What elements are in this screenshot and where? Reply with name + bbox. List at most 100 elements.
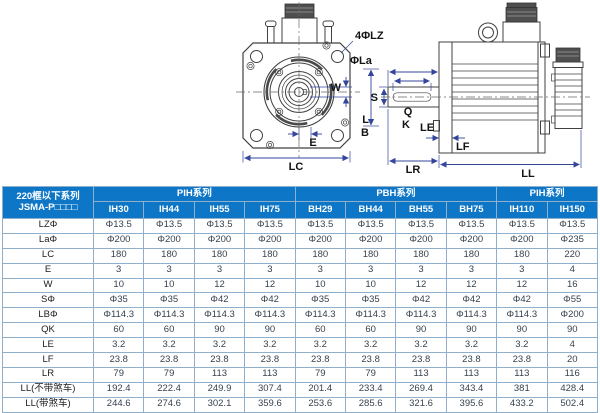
spec-cell: 3.2 — [193, 337, 246, 354]
spec-cell: 23.8 — [496, 352, 548, 368]
spec-cell: 433.2 — [496, 396, 548, 413]
spec-cell: Φ114.3 — [294, 307, 346, 324]
dim-label-w: W — [331, 82, 342, 94]
cover-screws — [246, 41, 349, 149]
encoder-fins — [555, 73, 582, 117]
table-row: LaΦ Φ200 Φ200 Φ200 Φ200 Φ200 Φ200 Φ200 Φ200 Φ200 Φ… — [2, 232, 599, 249]
spec-cell: Φ55 — [546, 292, 599, 309]
table-row: W 10 10 12 12 10 10 12 12 12 16 — [2, 277, 599, 294]
side-view: S K Q LE LF LR LL — [371, 2, 590, 180]
spec-cell: 10 — [143, 277, 195, 294]
spec-cell: 23.8 — [344, 352, 397, 368]
pilot-screws — [275, 68, 323, 116]
spec-cell: 23.8 — [92, 352, 145, 368]
spec-cell: 302.1 — [193, 396, 246, 413]
spec-cell: Φ13.5 — [143, 218, 195, 234]
series-group-header: PIH系列 — [93, 186, 296, 202]
model-header: IH44 — [143, 200, 195, 220]
bolt-hole — [250, 50, 263, 63]
spec-cell: Φ114.3 — [92, 307, 145, 324]
front-pin-right — [322, 20, 334, 44]
spec-cell: 192.4 — [92, 381, 145, 398]
row-label: SΦ — [2, 292, 94, 309]
dim-label-lc: LC — [289, 161, 304, 173]
spec-cell: Φ200 — [496, 232, 548, 249]
table-row: QK 60 60 90 90 60 60 90 90 90 90 — [2, 322, 599, 339]
spec-cell: 3.2 — [92, 337, 145, 354]
dim-label-s: S — [371, 92, 378, 104]
spec-cell: 274.6 — [143, 396, 195, 413]
spec-cell: 60 — [143, 322, 195, 339]
spec-cell: 16 — [546, 277, 599, 294]
row-label: LF — [2, 352, 94, 368]
bolt-hole — [250, 129, 263, 142]
spec-cell: 180 — [143, 247, 195, 264]
model-header: BH55 — [395, 200, 447, 220]
spec-cell: 180 — [445, 247, 498, 264]
row-label: QK — [2, 322, 94, 339]
spec-cell: 502.4 — [546, 396, 599, 413]
model-header: IH55 — [193, 200, 246, 220]
spec-cell: 3 — [193, 262, 246, 279]
spec-cell: Φ42 — [445, 292, 498, 309]
row-label: LL(不带煞车) — [2, 381, 94, 398]
spec-cell: 3 — [294, 262, 346, 279]
spec-cell: 3 — [143, 262, 195, 279]
spec-cell: Φ35 — [344, 292, 397, 309]
spec-cell: Φ200 — [143, 232, 195, 249]
row-label: W — [2, 277, 94, 294]
spec-cell: Φ35 — [92, 292, 145, 309]
spec-cell: Φ13.5 — [395, 218, 447, 234]
spec-cell: 60 — [294, 322, 346, 339]
spec-cell: 359.6 — [244, 396, 296, 413]
spec-cell: 180 — [193, 247, 246, 264]
flange-outline — [242, 42, 351, 149]
table-row: LL(不带煞车) 192.4 222.4 249.9 307.4 201.4 233.4 26… — [2, 381, 599, 398]
row-label: LC — [2, 247, 94, 264]
spec-cell: 79 — [294, 366, 346, 383]
spec-cell: 3 — [244, 262, 296, 279]
front-pin-left — [265, 20, 277, 44]
dim-label-e: E — [309, 137, 316, 149]
dim-label-lr: LR — [406, 164, 421, 176]
table-row: LR 79 79 113 113 79 79 113 113 113 116 — [2, 366, 599, 383]
spec-cell: 381 — [496, 381, 548, 398]
spec-cell: 3 — [445, 262, 498, 279]
model-header: IH75 — [244, 200, 296, 220]
spec-cell: Φ35 — [294, 292, 346, 309]
spec-cell: 249.9 — [193, 381, 246, 398]
spec-cell: 3 — [92, 262, 145, 279]
dim-label-la: ΦLa — [350, 55, 373, 67]
spec-cell: 12 — [193, 277, 246, 294]
table-row: LZΦ Φ13.5 Φ13.5 Φ13.5 Φ13.5 Φ13.5 Φ13.5 Φ13.5 Φ1… — [2, 218, 599, 234]
spec-cell: Φ200 — [344, 232, 397, 249]
spec-cell: 321.6 — [395, 396, 447, 413]
spec-cell: Φ42 — [244, 292, 296, 309]
front-connector-body — [281, 17, 318, 44]
lifting-eye — [478, 22, 498, 43]
spec-cell: 10 — [294, 277, 346, 294]
motor-body — [438, 41, 546, 154]
spec-cell: 244.6 — [92, 396, 145, 413]
spec-cell: 90 — [546, 322, 599, 339]
row-label: LE — [2, 337, 94, 354]
spec-cell: Φ200 — [395, 232, 447, 249]
spec-table: 220框以下系列 JSMA-P□□□□ PIH系列 PBH系列 PIH系列 IH30 IH4… — [2, 186, 599, 413]
spec-cell: 113 — [395, 366, 447, 383]
model-header: IH110 — [496, 200, 548, 220]
cooling-fins — [452, 63, 538, 121]
spec-cell: 343.4 — [445, 381, 498, 398]
spec-cell: 180 — [344, 247, 397, 264]
spec-cell: Φ13.5 — [445, 218, 498, 234]
spec-cell: Φ200 — [244, 232, 296, 249]
table-row: LE 3.2 3.2 3.2 3.2 3.2 3.2 3.2 3.2 3.2 4 — [2, 337, 599, 354]
spec-cell: 222.4 — [143, 381, 195, 398]
spec-cell: 3 — [496, 262, 548, 279]
dim-label-lf: LF — [456, 141, 470, 153]
spec-cell: 180 — [496, 247, 548, 264]
spec-cell: Φ13.5 — [496, 218, 548, 234]
model-header: BH44 — [344, 200, 397, 220]
spec-cell: 12 — [244, 277, 296, 294]
spec-cell: Φ114.3 — [193, 307, 246, 324]
spec-cell: 180 — [294, 247, 346, 264]
